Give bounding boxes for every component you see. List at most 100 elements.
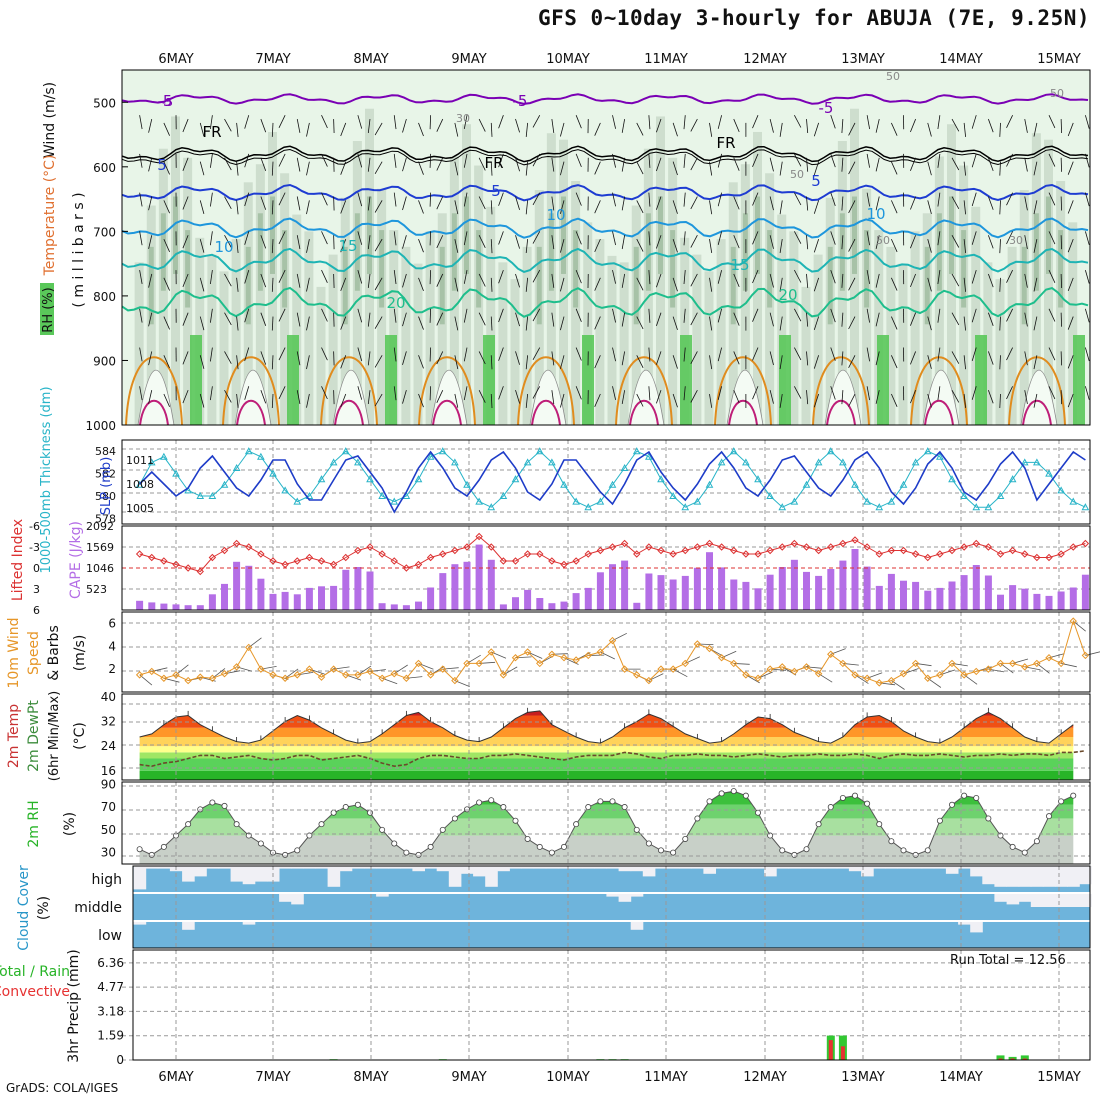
wind-barb xyxy=(306,239,310,253)
lifted-index-point xyxy=(584,550,592,558)
lifted-index-point xyxy=(657,546,665,555)
cloud-level-label: low xyxy=(98,928,122,944)
cloud-gap-cell xyxy=(303,866,316,869)
wind-barb xyxy=(875,157,880,172)
cape-bar xyxy=(560,601,568,610)
cape-bar xyxy=(912,581,920,610)
rh-shade-cell xyxy=(975,335,987,425)
lifted-tick-label: -3 xyxy=(29,541,40,554)
thickness-point xyxy=(1008,475,1017,483)
cloud-gap-cell xyxy=(1067,866,1080,887)
y-tick-label: 500 xyxy=(93,96,116,110)
rh-shade-cell xyxy=(483,335,495,425)
rh-shade-cell xyxy=(292,214,302,425)
lifted-index-point xyxy=(196,567,204,576)
wind10m-point xyxy=(705,644,714,653)
cape-bar xyxy=(609,564,616,610)
wind-barb xyxy=(841,312,844,327)
wind-barb xyxy=(1084,269,1090,284)
rh2m-point xyxy=(900,847,907,854)
wind-barb xyxy=(139,153,143,168)
wind-barb xyxy=(551,351,555,366)
wind-barb xyxy=(498,269,504,284)
lifted-index-point xyxy=(184,564,192,572)
wind-barb xyxy=(551,157,555,172)
wind-barb xyxy=(1067,355,1074,369)
wind-barb xyxy=(210,347,213,362)
cloud-gap-cell xyxy=(958,922,971,925)
wind-barb xyxy=(769,235,774,249)
cloud-gap-cell xyxy=(933,866,947,869)
wind-barb xyxy=(733,273,740,288)
wind-barb xyxy=(779,200,783,215)
wind-barb xyxy=(306,122,310,137)
rh2m-point xyxy=(742,792,749,799)
wind-barb xyxy=(794,269,802,283)
wind10m-point xyxy=(584,651,592,660)
wind-barb xyxy=(971,347,977,362)
cape-bar xyxy=(730,579,738,610)
rh2m-point xyxy=(160,843,167,850)
lifted-label: Lifted Index xyxy=(10,519,26,601)
lifted-index-point xyxy=(523,550,532,558)
wind-barb xyxy=(648,192,651,207)
wind-barb xyxy=(199,277,205,292)
wind-barb xyxy=(963,239,966,254)
cape-bar xyxy=(948,581,956,610)
lifted-index-point xyxy=(342,553,350,562)
wind-barb xyxy=(340,393,347,408)
cape-bar xyxy=(354,567,362,610)
wind-barb xyxy=(717,269,723,284)
day-label-top: 12MAY xyxy=(743,52,787,67)
wind10m-point xyxy=(754,674,762,682)
wind-barb xyxy=(841,351,844,366)
cape-bar xyxy=(572,593,580,610)
wind-barb xyxy=(769,196,774,211)
rh2m-point xyxy=(354,801,361,808)
wind-barb xyxy=(963,355,966,370)
cloud-level-label: high xyxy=(91,872,122,888)
cloud-gap-cell xyxy=(727,866,741,869)
wind-barb xyxy=(648,270,651,285)
wind-barb xyxy=(927,393,932,408)
wind-barb xyxy=(236,393,239,408)
wind-barb xyxy=(278,231,286,245)
wind-barb xyxy=(621,312,626,327)
wind10m-point xyxy=(742,671,750,679)
temp-band xyxy=(139,710,1074,716)
wind-barb xyxy=(999,355,1001,370)
cloud-gap-cell xyxy=(679,866,692,869)
wind-barb xyxy=(1084,308,1090,323)
wind-barb xyxy=(813,316,820,331)
rh2m-point xyxy=(718,790,725,797)
thickness-line xyxy=(139,450,1086,508)
wind-barb xyxy=(306,355,310,370)
wind-barb xyxy=(672,122,678,137)
footer-credit: GrADS: COLA/IGES xyxy=(6,1081,119,1095)
rh2m-point xyxy=(1009,843,1016,850)
wind-barb xyxy=(224,389,232,403)
wind10m-point xyxy=(1033,659,1041,668)
wind-barb xyxy=(690,118,698,132)
cloud-gap-cell xyxy=(582,866,595,869)
isotherm-5 xyxy=(121,183,1089,202)
contour-label: -5 xyxy=(162,96,173,109)
cloud-label: Cloud Cover xyxy=(16,865,32,951)
isotherm-30 xyxy=(432,399,462,426)
wind-barb xyxy=(1006,386,1013,400)
cloud-gap-cell xyxy=(436,866,450,872)
lifted-index-point xyxy=(366,543,374,551)
wind-barb xyxy=(436,273,444,287)
wind-barb xyxy=(260,118,267,133)
rh-shade-cell xyxy=(886,246,896,425)
cape-bar xyxy=(839,560,847,610)
rh-shade-cell xyxy=(898,263,908,425)
wind-barb xyxy=(418,200,424,214)
cloud-gap-cell xyxy=(1079,894,1092,907)
rh-tick-label: 70 xyxy=(101,800,116,814)
wind10m-point xyxy=(778,663,786,671)
cloud-gap-cell xyxy=(363,866,377,869)
wind-barb xyxy=(525,161,529,176)
wind-barb xyxy=(891,355,898,369)
wind-barb xyxy=(532,269,541,283)
